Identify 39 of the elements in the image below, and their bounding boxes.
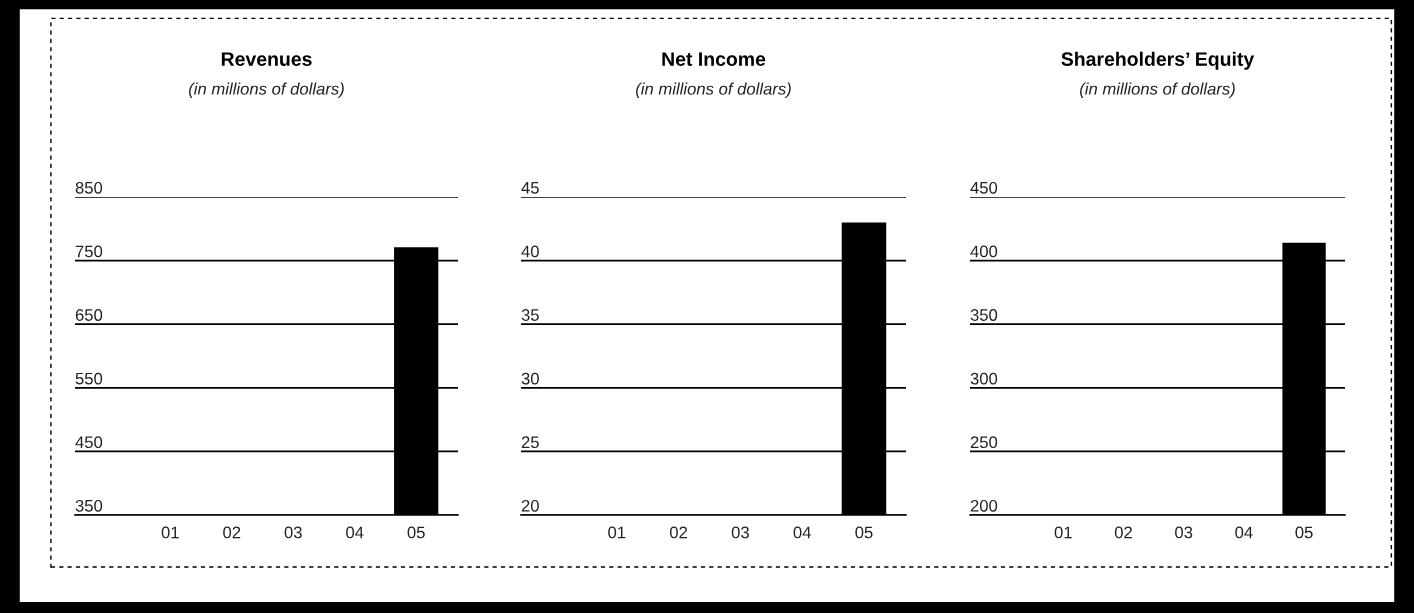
y-tick-label: 450	[970, 181, 998, 194]
chart-title: Revenues	[221, 52, 312, 66]
y-tick-label: 550	[75, 372, 103, 385]
x-tick-label: 04	[1235, 526, 1253, 539]
chart-subtitle: (in millions of dollars)	[189, 82, 344, 99]
y-tick-label: 750	[75, 245, 103, 258]
x-tick-label: 01	[608, 526, 626, 539]
y-tick-label: 45	[521, 182, 539, 194]
x-tick-label: 02	[223, 526, 241, 539]
y-tick-label: 350	[970, 309, 998, 321]
chart-subtitle: (in millions of dollars)	[636, 82, 791, 99]
x-tick-label: 03	[731, 526, 749, 539]
x-tick-label: 04	[346, 526, 364, 539]
y-tick-label: 400	[970, 245, 998, 258]
chart-title: Shareholders’ Equity	[1061, 51, 1255, 70]
y-tick-label: 25	[521, 436, 539, 449]
x-tick-label: 05	[407, 526, 425, 539]
chart-subtitle: (in millions of dollars)	[1080, 82, 1235, 99]
y-tick-label: 300	[970, 372, 998, 385]
x-tick-label: 05	[1295, 526, 1313, 539]
y-tick-label: 450	[75, 436, 103, 449]
x-tick-label: 03	[284, 526, 302, 539]
y-tick-label: 35	[521, 309, 539, 321]
y-tick-label: 200	[970, 499, 998, 512]
x-tick-label: 01	[161, 526, 179, 539]
y-tick-label: 30	[521, 372, 539, 385]
chart-title: Net Income	[662, 52, 766, 66]
y-tick-label: 250	[970, 436, 998, 449]
y-tick-label: 650	[75, 309, 103, 321]
x-tick-label: 03	[1175, 526, 1193, 539]
x-tick-label: 02	[1114, 526, 1132, 539]
x-tick-label: 05	[855, 526, 873, 539]
y-tick-label: 350	[75, 499, 103, 512]
y-tick-label: 850	[75, 181, 103, 194]
y-tick-label: 40	[521, 245, 539, 258]
x-tick-label: 02	[669, 526, 688, 539]
x-tick-label: 04	[793, 526, 811, 539]
y-tick-label: 20	[521, 499, 539, 512]
x-tick-label: 01	[1054, 526, 1072, 539]
